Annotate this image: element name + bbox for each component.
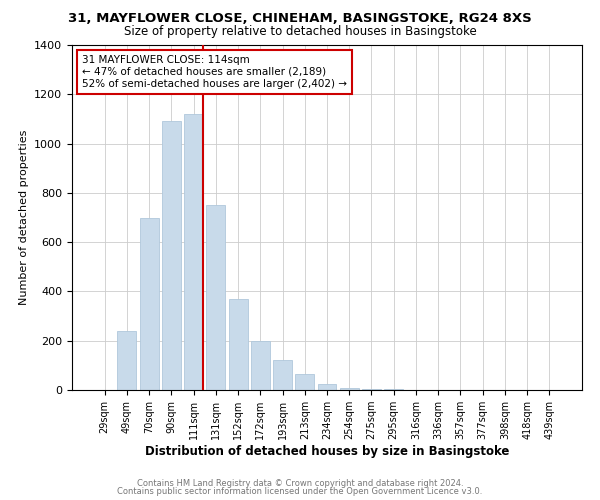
Text: Size of property relative to detached houses in Basingstoke: Size of property relative to detached ho… — [124, 25, 476, 38]
Bar — [273, 360, 292, 390]
Text: Contains public sector information licensed under the Open Government Licence v3: Contains public sector information licen… — [118, 487, 482, 496]
Text: 31 MAYFLOWER CLOSE: 114sqm
← 47% of detached houses are smaller (2,189)
52% of s: 31 MAYFLOWER CLOSE: 114sqm ← 47% of deta… — [82, 56, 347, 88]
Bar — [340, 388, 359, 390]
Bar — [295, 374, 314, 390]
Bar — [162, 122, 181, 390]
Bar — [140, 218, 158, 390]
Text: 31, MAYFLOWER CLOSE, CHINEHAM, BASINGSTOKE, RG24 8XS: 31, MAYFLOWER CLOSE, CHINEHAM, BASINGSTO… — [68, 12, 532, 26]
Bar — [317, 384, 337, 390]
Bar — [251, 340, 270, 390]
Bar — [362, 389, 381, 390]
Text: Contains HM Land Registry data © Crown copyright and database right 2024.: Contains HM Land Registry data © Crown c… — [137, 478, 463, 488]
Bar — [118, 331, 136, 390]
Bar — [229, 299, 248, 390]
X-axis label: Distribution of detached houses by size in Basingstoke: Distribution of detached houses by size … — [145, 445, 509, 458]
Bar — [184, 114, 203, 390]
Bar — [206, 205, 225, 390]
Y-axis label: Number of detached properties: Number of detached properties — [19, 130, 29, 305]
